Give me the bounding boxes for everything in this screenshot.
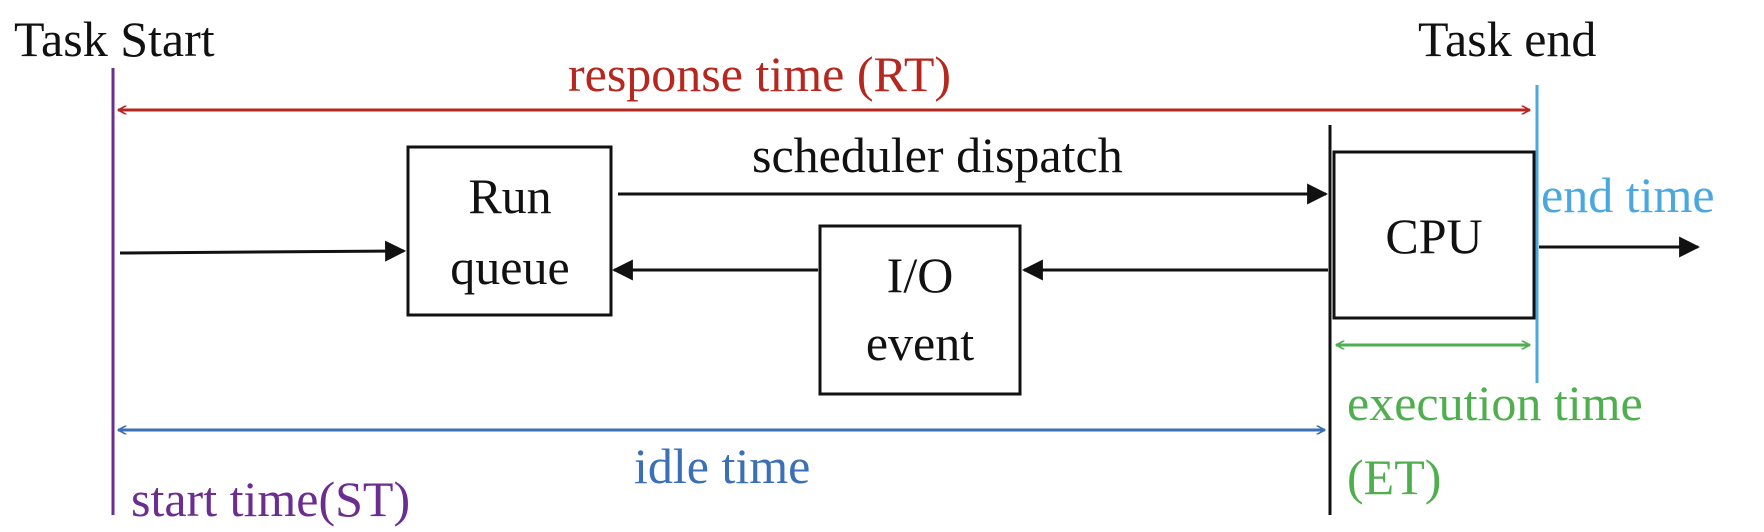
cpu-label: CPU [1385,208,1482,264]
execution-time-label-line2: (ET) [1347,449,1441,505]
task-start-label: Task Start [14,11,215,67]
run-queue-label-line1: Run [468,168,551,224]
io-event-label-line2: event [866,315,974,371]
io-event-label-line1: I/O [887,247,954,303]
scheduler-dispatch-label: scheduler dispatch [752,127,1123,183]
start-time-label: start time(ST) [131,471,410,527]
execution-time-label-line1: execution time [1347,375,1643,431]
entry-arrow [119,240,407,262]
idle-time-label: idle time [634,438,810,494]
end-time-label: end time [1541,167,1715,223]
cpu-box [1332,150,1536,320]
io-event-box [818,224,1022,396]
run-queue-box [406,145,613,317]
response-time-label: response time (RT) [568,46,951,102]
task-end-label: Task end [1418,11,1596,67]
run-queue-label-line2: queue [450,239,569,295]
